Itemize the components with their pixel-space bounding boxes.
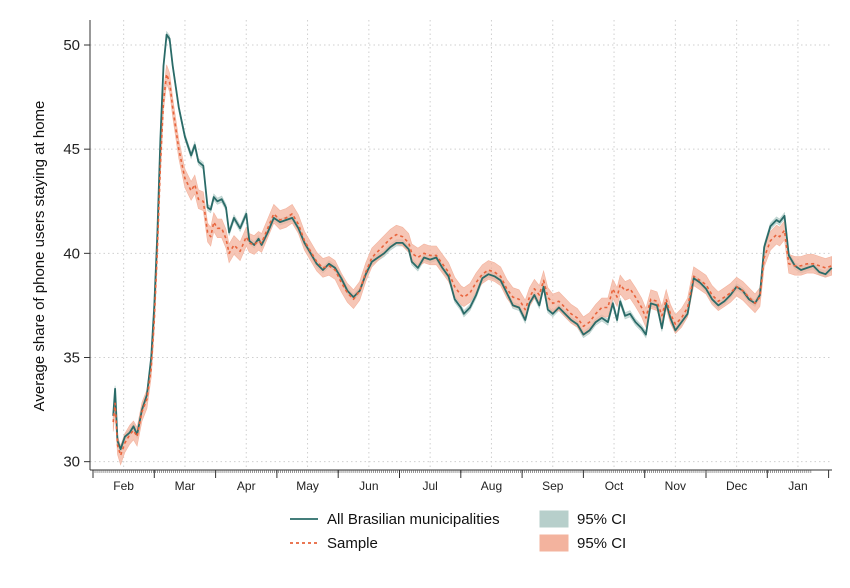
y-tick-label: 30 — [63, 454, 80, 471]
y-tick-label: 45 — [63, 141, 80, 158]
y-tick-label: 50 — [63, 37, 80, 54]
x-tick-label: Sep — [542, 479, 564, 493]
x-tick-label: Jan — [788, 479, 807, 493]
x-tick-label: Apr — [237, 479, 256, 493]
y-tick-label: 40 — [63, 245, 80, 262]
legend: All Brasilian municipalities 95% CI Sample… — [290, 510, 626, 552]
legend-label: All Brasilian municipalities — [327, 511, 500, 528]
y-tick-label: 35 — [63, 350, 80, 367]
x-tick-label: Dec — [726, 479, 747, 493]
x-tick-label: Aug — [481, 479, 502, 493]
x-tick-label: Jun — [359, 479, 378, 493]
x-tick-label: Nov — [665, 479, 686, 493]
legend-label: 95% CI — [577, 535, 626, 552]
x-tick-label: May — [296, 479, 319, 493]
x-tick-label: Oct — [605, 479, 624, 493]
axes: 30 35 40 45 50 Feb Mar Apr May Jun Jul Aug Sep Oct Nov… — [63, 20, 832, 493]
x-tick-label: Mar — [175, 479, 196, 493]
legend-label: Sample — [327, 535, 378, 552]
confidence-band — [112, 64, 832, 466]
legend-swatch-ci — [539, 534, 569, 552]
x-tick-label: Jul — [422, 479, 437, 493]
series-lines — [112, 33, 833, 457]
y-axis-label: Average share of phone users staying at … — [31, 101, 48, 412]
legend-swatch-ci — [539, 510, 569, 528]
legend-label: 95% CI — [577, 511, 626, 528]
series-line — [112, 33, 833, 451]
x-tick-label: Feb — [113, 479, 134, 493]
series-line — [112, 73, 832, 457]
